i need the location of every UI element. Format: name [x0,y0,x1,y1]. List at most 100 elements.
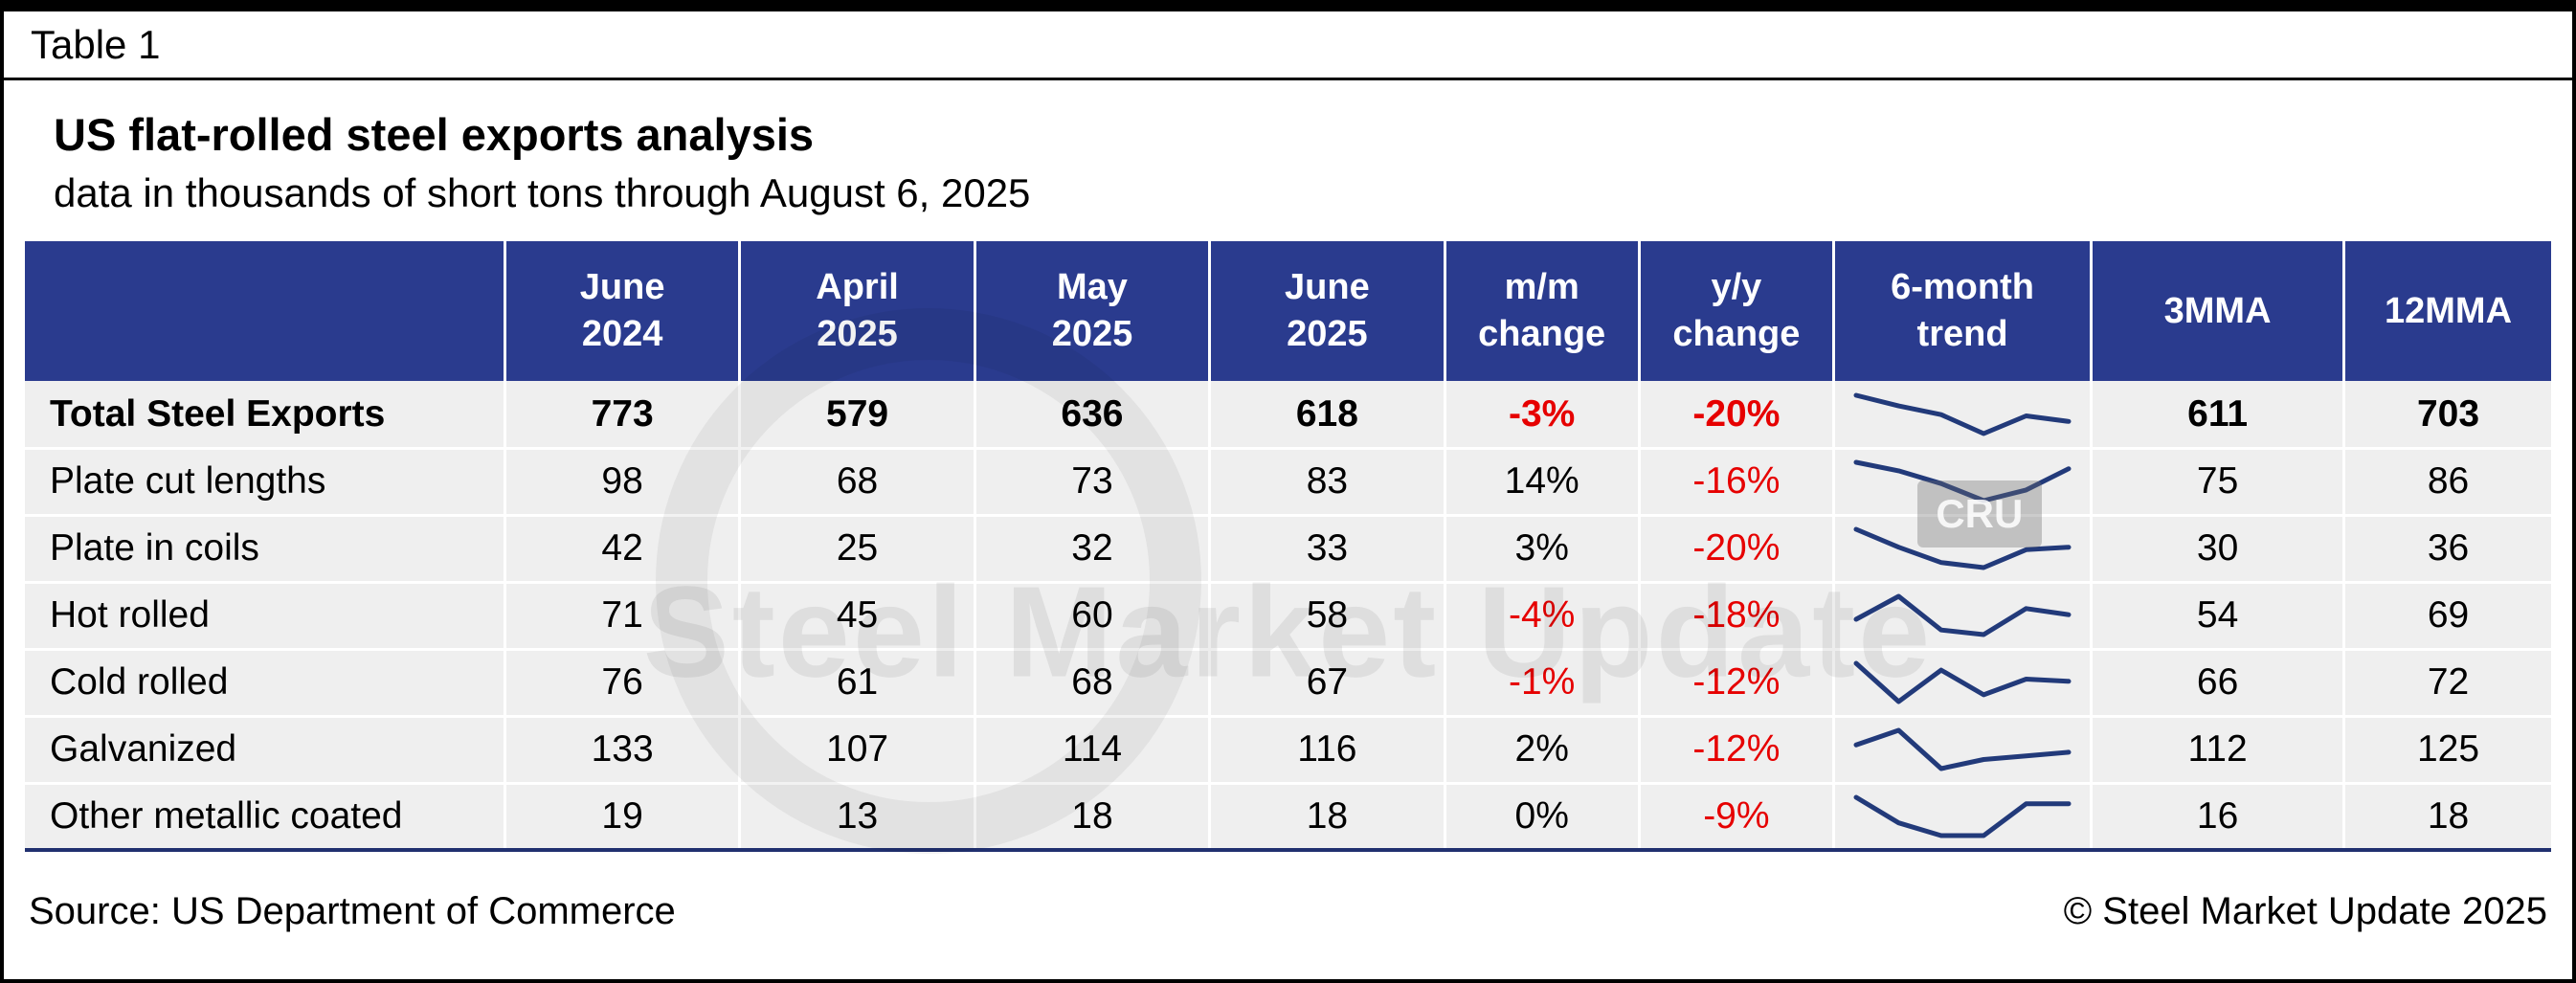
value-cell-june_2024: 19 [503,781,740,851]
value-cell-mma3: 112 [2090,714,2344,784]
value-cell-june_2025: 18 [1208,781,1445,851]
value-cell-mma3: 66 [2090,647,2344,717]
sparkline-chart [1853,459,2072,503]
row-label: Other metallic coated [25,781,505,851]
value-cell-april_2025: 61 [738,647,975,717]
value-cell-june_2024: 71 [503,580,740,650]
table-row: Cold rolled 76 61 68 67 -1% -12% 66 72 [25,647,2551,717]
value-cell-june_2025: 67 [1208,647,1445,717]
value-cell-june_2024: 133 [503,714,740,784]
row-label: Total Steel Exports [25,381,505,449]
value-cell-may_2025: 73 [973,446,1210,516]
sparkline-chart [1853,392,2072,436]
value-cell-april_2025: 13 [738,781,975,851]
table-row: Galvanized 133 107 114 116 2% -12% 112 125 [25,714,2551,784]
value-cell-mma12: 125 [2342,714,2551,784]
trend-sparkline-cell [1831,714,2092,784]
header-cell: y/y change [1637,241,1834,382]
table-row: Plate in coils 42 25 32 33 3% -20% 30 36 [25,513,2551,583]
value-cell-june_2025: 83 [1208,446,1445,516]
sparkline-chart [1853,660,2072,704]
value-cell-yy_change: -12% [1637,647,1834,717]
row-label: Hot rolled [25,580,505,650]
header-cell: June 2025 [1208,241,1445,382]
trend-sparkline-cell [1831,513,2092,583]
header-cell: April 2025 [738,241,975,382]
value-cell-mma12: 36 [2342,513,2551,583]
header-cell-empty [25,241,505,382]
page-subtitle: data in thousands of short tons through … [54,170,1031,216]
value-cell-june_2024: 98 [503,446,740,516]
value-cell-june_2025: 116 [1208,714,1445,784]
value-cell-june_2024: 42 [503,513,740,583]
value-cell-june_2024: 773 [503,381,740,449]
row-label: Plate in coils [25,513,505,583]
value-cell-mm_change: 3% [1443,513,1640,583]
trend-sparkline-cell [1831,647,2092,717]
value-cell-june_2025: 618 [1208,381,1445,449]
sparkline-chart [1853,526,2072,570]
value-cell-may_2025: 68 [973,647,1210,717]
value-cell-yy_change: -20% [1637,513,1834,583]
header-cell: m/m change [1443,241,1640,382]
table-row: Plate cut lengths 98 68 73 83 14% -16% 75 86 [25,446,2551,516]
sparkline-chart [1853,794,2072,838]
trend-sparkline-cell [1831,381,2092,449]
copyright-note: © Steel Market Update 2025 [2063,890,2547,933]
value-cell-april_2025: 25 [738,513,975,583]
value-cell-mma3: 30 [2090,513,2344,583]
trend-sparkline-cell [1831,781,2092,851]
value-cell-may_2025: 18 [973,781,1210,851]
value-cell-may_2025: 60 [973,580,1210,650]
value-cell-mm_change: 2% [1443,714,1640,784]
value-cell-mm_change: 0% [1443,781,1640,851]
header-cell: 6-month trend [1831,241,2092,382]
value-cell-april_2025: 107 [738,714,975,784]
value-cell-june_2024: 76 [503,647,740,717]
row-label: Cold rolled [25,647,505,717]
table-row: Total Steel Exports 773 579 636 618 -3% -20% 61… [25,381,2551,449]
value-cell-mm_change: -1% [1443,647,1640,717]
value-cell-yy_change: -9% [1637,781,1834,851]
table-row: Other metallic coated 19 13 18 18 0% -9% 16 18 [25,781,2551,851]
header-cell: June 2024 [503,241,740,382]
figure-tag-label: Table 1 [31,21,161,67]
table-row: Hot rolled 71 45 60 58 -4% -18% 54 69 [25,580,2551,650]
value-cell-mma3: 54 [2090,580,2344,650]
value-cell-yy_change: -16% [1637,446,1834,516]
value-cell-yy_change: -18% [1637,580,1834,650]
header-cell: 12MMA [2342,241,2551,382]
value-cell-mm_change: -3% [1443,381,1640,449]
value-cell-may_2025: 114 [973,714,1210,784]
source-note: Source: US Department of Commerce [29,890,676,933]
figure-tag-bar: Table 1 [4,11,2572,80]
value-cell-mma12: 86 [2342,446,2551,516]
header-cell: 3MMA [2090,241,2344,382]
trend-sparkline-cell [1831,446,2092,516]
header-cell: May 2025 [973,241,1210,382]
footer: Source: US Department of Commerce © Stee… [4,890,2572,933]
value-cell-may_2025: 32 [973,513,1210,583]
value-cell-mm_change: -4% [1443,580,1640,650]
row-label: Plate cut lengths [25,446,505,516]
value-cell-june_2025: 33 [1208,513,1445,583]
value-cell-mma3: 75 [2090,446,2344,516]
row-label: Galvanized [25,714,505,784]
value-cell-mma3: 16 [2090,781,2344,851]
value-cell-yy_change: -20% [1637,381,1834,449]
value-cell-mma3: 611 [2090,381,2344,449]
value-cell-mma12: 72 [2342,647,2551,717]
value-cell-mma12: 18 [2342,781,2551,851]
value-cell-april_2025: 45 [738,580,975,650]
sparkline-chart [1853,593,2072,637]
value-cell-april_2025: 579 [738,381,975,449]
table-body: Total Steel Exports 773 579 636 618 -3% -20% 61… [25,381,2551,851]
exports-table: June 2024 April 2025 May 2025 June 2025 m/m chang… [25,241,2551,853]
value-cell-yy_change: -12% [1637,714,1834,784]
value-cell-june_2025: 58 [1208,580,1445,650]
value-cell-mma12: 703 [2342,381,2551,449]
value-cell-april_2025: 68 [738,446,975,516]
value-cell-mm_change: 14% [1443,446,1640,516]
page-title: US flat-rolled steel exports analysis [54,109,815,160]
